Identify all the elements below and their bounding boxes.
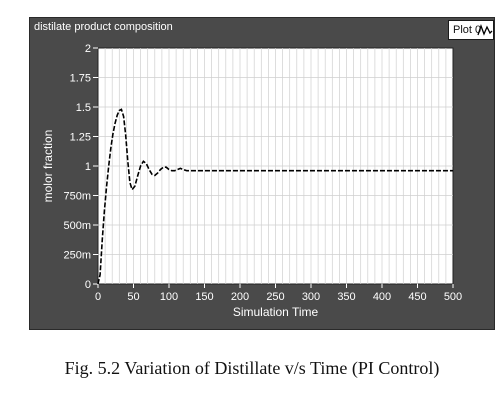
y-tick-label: 1 — [85, 161, 91, 173]
legend-label: Plot 0 — [453, 24, 482, 36]
figure-caption: Fig. 5.2 Variation of Distillate v/s Tim… — [64, 358, 440, 378]
x-tick-label: 350 — [337, 291, 355, 303]
x-tick-label: 450 — [408, 291, 426, 303]
x-axis: 0 50 100 150 200 250 300 350 400 450 500 — [95, 284, 462, 303]
x-tick-label: 500 — [444, 291, 462, 303]
x-tick-label: 150 — [195, 291, 213, 303]
series-layer — [97, 108, 453, 285]
x-tick-label: 200 — [231, 291, 249, 303]
y-tick-label: 2 — [85, 43, 91, 55]
y-tick-label: 500m — [63, 220, 91, 232]
y-tick-label: 250m — [63, 250, 91, 262]
y-axis: 0 250m 500m 750m 1 1.25 1.5 1.75 2 — [63, 43, 98, 291]
x-tick-label: 0 — [95, 291, 101, 303]
series-line — [97, 108, 453, 285]
x-tick-label: 250 — [266, 291, 284, 303]
plot-legend[interactable]: Plot 0 — [448, 20, 494, 40]
grid — [98, 48, 453, 284]
y-tick-label: 1.75 — [70, 73, 91, 85]
x-tick-label: 300 — [302, 291, 320, 303]
y-axis-label: molor fraction — [41, 130, 55, 203]
x-axis-label: Simulation Time — [233, 305, 319, 319]
y-tick-label: 1.5 — [76, 102, 91, 114]
y-tick-label: 750m — [63, 191, 91, 203]
x-tick-label: 400 — [373, 291, 391, 303]
chart-title: distilate product composition — [34, 21, 173, 33]
y-tick-label: 0 — [85, 279, 91, 291]
line-style-icon — [477, 24, 493, 36]
chart-svg: 0 50 100 150 200 250 300 350 400 450 500 0 250m 500m… — [41, 43, 462, 319]
y-tick-label: 1.25 — [70, 132, 91, 144]
x-tick-label: 50 — [127, 291, 139, 303]
x-tick-label: 100 — [160, 291, 178, 303]
